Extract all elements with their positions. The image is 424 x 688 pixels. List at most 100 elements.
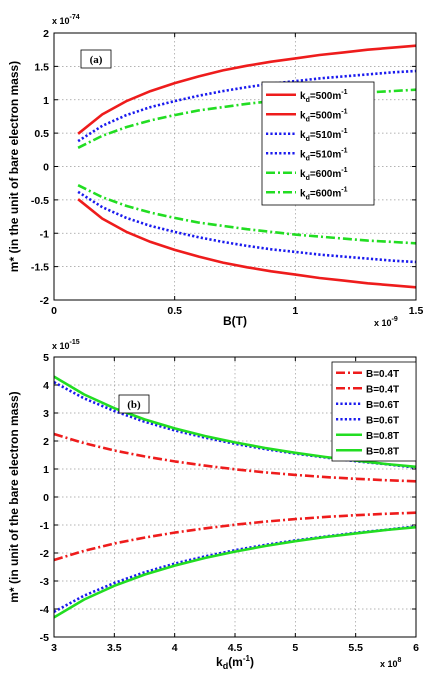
legend-entry-tail: =500m [310, 110, 342, 121]
panel-tag-text: (a) [90, 54, 103, 66]
legend-box [261, 81, 375, 206]
x-tick-label: 1 [292, 305, 298, 317]
series-line-3 [77, 190, 416, 264]
series-line-5 [77, 184, 416, 245]
y-multiplier-exp: -15 [70, 339, 80, 346]
series-line-4 [77, 88, 416, 149]
y-tick-label: 0.5 [34, 128, 49, 140]
x-multiplier: x 10-9 [374, 316, 398, 328]
legend-entry-sub: d [306, 97, 310, 104]
legend-entry-sub: d [306, 175, 310, 182]
legend-entry: B=0.8T [366, 431, 399, 442]
legend-entry-sup: -1 [341, 89, 347, 96]
legend-entry-main: k [300, 91, 306, 102]
y-multiplier: x 10-15 [52, 339, 80, 351]
x-axis-label-main: k [216, 655, 223, 669]
y-tick-label: -5 [40, 632, 49, 644]
y-tick-label: 0 [43, 492, 49, 504]
y-axis-label: m* (in unit of the bare electron mass) [7, 391, 21, 602]
legend-entry: B=0.6T [366, 415, 399, 426]
x-axis-label-close: ) [250, 655, 254, 669]
y-tick-label: 2 [43, 28, 49, 40]
x-axis-label-sub: d [223, 661, 229, 671]
y-tick-label: 1 [43, 464, 49, 476]
legend-entry-tail: =510m [310, 149, 342, 160]
y-tick-label: -1 [40, 520, 49, 532]
legend-entry: kd=510m-1 [300, 128, 348, 143]
y-tick-label: 1 [43, 95, 49, 107]
x-multiplier-exp: 8 [398, 657, 402, 664]
x-tick-label: 0 [51, 305, 57, 317]
legend-entry-main: k [300, 130, 306, 141]
panel-tag: (b) [118, 394, 150, 414]
y-multiplier: x 10-74 [52, 14, 80, 26]
panel-tag-box [80, 49, 112, 69]
legend-entry-sub: d [306, 136, 310, 143]
legend-entry: kd=500m-1 [300, 89, 348, 104]
legend-entry-tail: =500m [310, 91, 342, 102]
x-axis-label-tail: (m [228, 655, 243, 669]
y-tick-label: 0 [43, 162, 49, 174]
series-line-5 [54, 525, 416, 619]
legend-entry: B=0.4T [366, 384, 399, 395]
legend: B=0.4T B=0.4T B=0.6T B=0.6T B=0.8T B=0.8T [331, 361, 417, 462]
x-multiplier-exp: -9 [392, 316, 398, 323]
panel-tag-text: (b) [127, 399, 141, 411]
legend-entry-main: k [300, 110, 306, 121]
y-tick-label: 4 [43, 380, 49, 392]
series-line-1 [77, 198, 416, 289]
legend-entry-sup: -1 [341, 186, 347, 193]
x-tick-label: 1.5 [409, 305, 424, 317]
x-axis-label: kd(m-1) [216, 654, 254, 671]
panel-tag-box [118, 394, 150, 414]
x-multiplier: x 108 [380, 657, 402, 669]
legend-entry-main: k [300, 188, 306, 199]
legend-entry-tail: =510m [310, 130, 342, 141]
y-tick-label: -3 [40, 576, 49, 588]
y-tick-label: 2 [43, 436, 49, 448]
y-tick-label: 3 [43, 408, 49, 420]
series-line-0 [77, 44, 416, 135]
x-tick-label: 4 [172, 642, 178, 654]
legend-entry: kd=600m-1 [300, 167, 348, 182]
x-tick-label: 4.5 [228, 642, 243, 654]
x-tick-label: 3.5 [107, 642, 122, 654]
y-tick-label: 1.5 [34, 61, 49, 73]
legend-entry-tail: =600m [310, 169, 342, 180]
legend-entry-main: k [300, 149, 306, 160]
legend-entry-sup: -1 [341, 128, 347, 135]
x-tick-label: 3 [51, 642, 57, 654]
y-axis-label: m* (in the unit of bare electron mass) [7, 61, 21, 272]
x-tick-label: 5 [292, 642, 298, 654]
series-line-2 [77, 69, 416, 143]
legend-entry: B=0.4T [366, 369, 399, 380]
legend-entry: kd=510m-1 [300, 147, 348, 162]
legend-entry-sub: d [306, 116, 310, 123]
x-tick-label: 5.5 [348, 642, 363, 654]
legend-entry-sup: -1 [341, 147, 347, 154]
x-tick-label: 0.5 [167, 305, 182, 317]
legend-entry-main: k [300, 169, 306, 180]
y-tick-label: -4 [40, 604, 49, 616]
x-axis-label: B(T) [223, 314, 247, 328]
legend-entry-sub: d [306, 155, 310, 162]
legend-entry-sup: -1 [341, 167, 347, 174]
y-tick-label: -1 [40, 228, 49, 240]
legend-entry: kd=600m-1 [300, 186, 348, 201]
legend-entry: B=0.8T [366, 446, 399, 457]
series-group [77, 44, 416, 289]
legend-entry-sup: -1 [341, 108, 347, 115]
legend-entry-sub: d [306, 194, 310, 201]
legend: kd=500m-1kd=500m-1kd=510m-1kd=510m-1kd=6… [261, 81, 375, 206]
y-tick-label: 5 [43, 352, 49, 364]
legend-entry: kd=500m-1 [300, 108, 348, 123]
x-tick-label: 6 [413, 642, 419, 654]
y-tick-label: -2 [40, 295, 49, 307]
y-tick-label: -1.5 [31, 262, 49, 274]
legend-box [331, 361, 417, 462]
y-multiplier-exp: -74 [70, 14, 80, 21]
panel-tag: (a) [80, 49, 112, 69]
x-axis-label-sup: -1 [243, 654, 251, 663]
